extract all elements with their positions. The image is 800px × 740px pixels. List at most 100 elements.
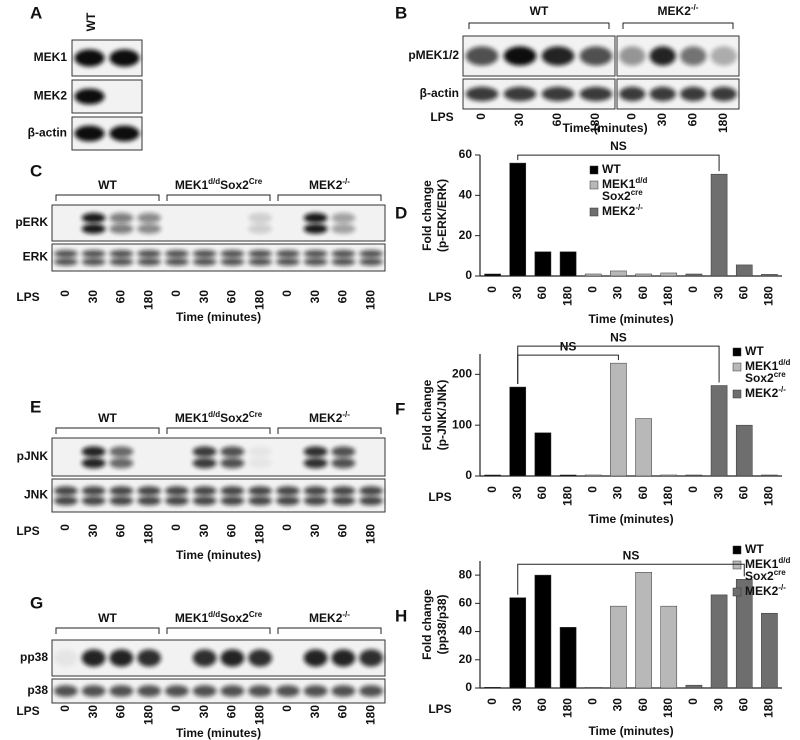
blot-band [579, 46, 613, 66]
blot-band [649, 86, 676, 102]
text-part: -/- [778, 385, 786, 394]
group-bracket [468, 22, 610, 29]
text-part: MEK2 [602, 204, 636, 218]
x-tick-label: 0 [485, 286, 499, 293]
blot-band [192, 685, 217, 697]
blot-band [248, 486, 273, 496]
blot-band [220, 446, 245, 457]
blot-band [109, 212, 134, 224]
bar [735, 579, 753, 689]
lane-label: 0 [169, 705, 183, 712]
bar [484, 273, 501, 277]
text-part: Sox2 [220, 178, 249, 192]
bar [710, 594, 728, 689]
y-axis-title: Fold change [420, 180, 434, 251]
blot-band [275, 486, 300, 496]
lane-label: 30 [86, 290, 100, 304]
blot-band [303, 496, 328, 506]
row-label: pMEK1/2 [408, 48, 459, 62]
blot-band [137, 258, 162, 266]
x-axis-title: Time (minutes) [588, 312, 673, 326]
lane-label: 60 [114, 524, 128, 538]
blot-band [109, 249, 134, 258]
bar [735, 424, 753, 477]
x-tick-label: 180 [661, 486, 675, 506]
blot-band [192, 496, 217, 506]
blot-band [248, 649, 273, 667]
lane-label: 60 [114, 705, 128, 719]
lane-label: 180 [363, 524, 377, 544]
x-tick-label: 60 [736, 286, 750, 300]
text-part: -/- [342, 610, 350, 619]
text-part: MEK1 [175, 178, 209, 192]
x-tick-label: 30 [611, 286, 625, 300]
y-tick-label: 40 [459, 624, 473, 638]
x-tick-label: 30 [611, 486, 625, 500]
blot-band [248, 212, 273, 224]
blot-band [53, 486, 78, 496]
blot-band [109, 258, 134, 266]
x-tick-label: 0 [585, 698, 599, 705]
blot-band [164, 496, 189, 506]
group-label: WT [98, 411, 117, 425]
blot-band [680, 46, 707, 66]
bar [685, 474, 703, 477]
group-label: WT [98, 178, 117, 192]
lane-label: 30 [86, 705, 100, 719]
blot-band [220, 486, 245, 496]
blot-band [109, 446, 134, 457]
bar [559, 251, 577, 277]
x-tick-label: 180 [762, 286, 776, 306]
bar [509, 386, 527, 477]
bar [484, 687, 501, 689]
blot-band [109, 223, 134, 234]
bar [584, 273, 602, 277]
blot-band [303, 223, 328, 234]
x-tick-label: 180 [762, 698, 776, 718]
lane-label: 0 [58, 524, 72, 531]
x-tick-label: 0 [585, 286, 599, 293]
text-part: d/d [778, 358, 790, 367]
x-tick-label: 60 [535, 486, 549, 500]
legend-label: Sox2cre [602, 188, 643, 204]
legend-swatch [732, 389, 742, 399]
blot-band [579, 86, 613, 102]
x-tick-label: 30 [510, 698, 524, 712]
group-label: WT [530, 4, 549, 18]
blot-band [137, 223, 162, 234]
text-part: cre [774, 370, 787, 379]
blot-band [81, 685, 106, 697]
bar [635, 418, 652, 477]
x-tick-label: 180 [762, 486, 776, 506]
group-bracket [55, 194, 160, 201]
blot-band [331, 457, 356, 469]
legend-label: MEK1d/d [602, 176, 647, 192]
blot-band [137, 486, 162, 496]
blot-band [81, 496, 106, 506]
lane-label: 60 [225, 705, 239, 719]
x-tick-label: 0 [485, 698, 499, 705]
blot-band [164, 486, 189, 496]
significance-label: NS [623, 548, 640, 562]
text-part: WT [745, 542, 764, 556]
blot-band [109, 49, 140, 67]
text-part: MEK1 [745, 359, 779, 373]
bar [635, 273, 652, 277]
blot-band [74, 125, 105, 142]
bar [559, 474, 577, 477]
blot-band [303, 446, 328, 457]
group-bracket [277, 627, 382, 634]
group-bracket [622, 22, 734, 29]
blot-frame [51, 678, 386, 704]
blot-band [248, 258, 273, 266]
text-part: Cre [249, 177, 263, 186]
legend-swatch [589, 180, 599, 190]
x-tick-label: 180 [661, 286, 675, 306]
x-axis-title: Time (minutes) [588, 512, 673, 526]
legend-swatch [589, 165, 599, 175]
blot-band [710, 46, 737, 66]
text-part: -/- [691, 3, 699, 12]
blot-band [74, 88, 105, 105]
blot-band [331, 685, 356, 697]
